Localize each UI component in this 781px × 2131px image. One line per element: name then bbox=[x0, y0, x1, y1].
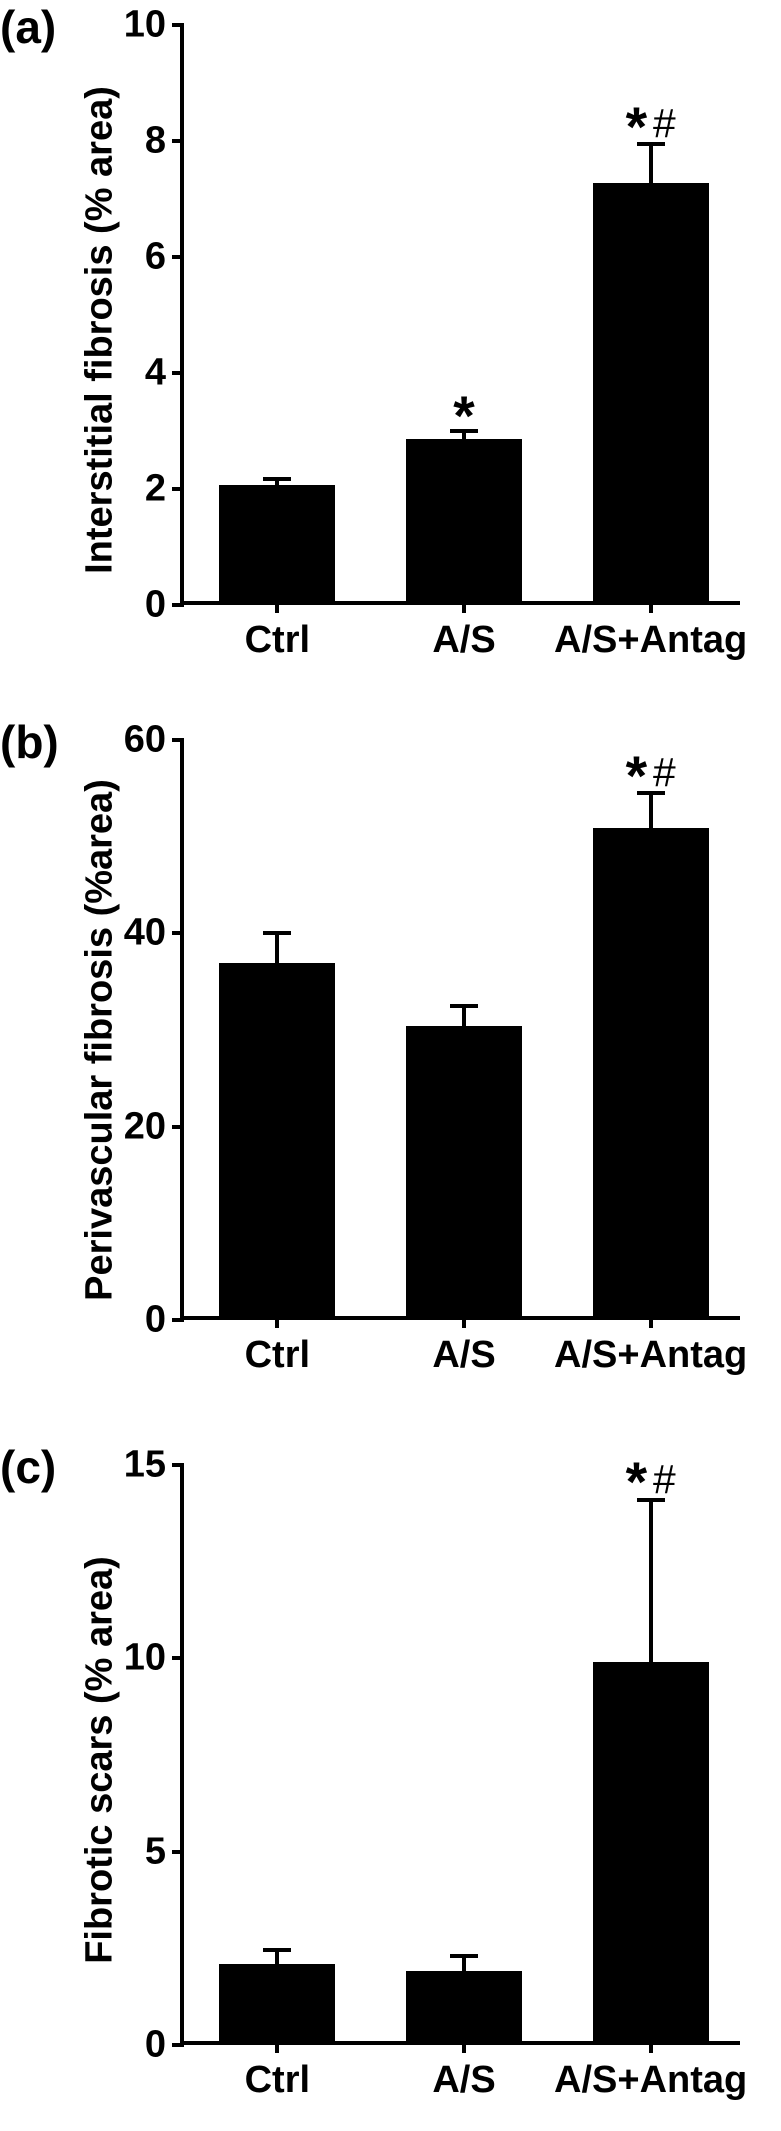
ytick bbox=[172, 2043, 184, 2047]
error-bar bbox=[649, 1500, 653, 1666]
hash-marker: # bbox=[653, 749, 676, 795]
error-cap bbox=[263, 931, 291, 935]
ytick bbox=[172, 931, 184, 935]
ytick bbox=[172, 487, 184, 491]
plot-region-a: 0246810CtrlA/SA/S+Antag**# bbox=[180, 25, 740, 605]
bar bbox=[219, 485, 335, 601]
ytick-label: 0 bbox=[145, 584, 166, 627]
xtick-label: Ctrl bbox=[245, 1334, 310, 1377]
xtick bbox=[462, 601, 466, 613]
ytick-label: 2 bbox=[145, 468, 166, 511]
xtick bbox=[649, 2041, 653, 2053]
panel-label-b: (b) bbox=[0, 715, 59, 769]
y-axis-label-b: Perivascular fibrosis (%area) bbox=[79, 779, 122, 1301]
bar bbox=[219, 1964, 335, 2041]
asterisk-marker: * bbox=[453, 385, 474, 447]
bar bbox=[593, 183, 709, 601]
ytick-label: 6 bbox=[145, 236, 166, 279]
ytick-label: 5 bbox=[145, 1830, 166, 1873]
xtick-label: A/S bbox=[432, 2059, 495, 2102]
significance-marker: *# bbox=[626, 735, 676, 799]
ytick bbox=[172, 738, 184, 742]
ytick-label: 10 bbox=[124, 4, 166, 47]
y-axis-label-a: Interstitial fibrosis (% area) bbox=[79, 86, 122, 574]
xtick bbox=[275, 1316, 279, 1328]
asterisk-marker: * bbox=[626, 1451, 647, 1513]
y-axis-label-c: Fibrotic scars (% area) bbox=[79, 1556, 122, 1964]
ytick-label: 0 bbox=[145, 1299, 166, 1342]
error-bar bbox=[649, 144, 653, 188]
panel-label-a: (a) bbox=[0, 0, 56, 54]
plot-region-c: 051015CtrlA/SA/S+Antag*# bbox=[180, 1465, 740, 2045]
bar bbox=[593, 828, 709, 1316]
hash-marker: # bbox=[653, 100, 676, 146]
xtick bbox=[649, 1316, 653, 1328]
xtick-label: A/S+Antag bbox=[554, 2059, 747, 2102]
xtick bbox=[275, 601, 279, 613]
xtick-label: Ctrl bbox=[245, 619, 310, 662]
ytick bbox=[172, 1850, 184, 1854]
xtick-label: A/S bbox=[432, 1334, 495, 1377]
ytick bbox=[172, 603, 184, 607]
significance-marker: *# bbox=[626, 1442, 676, 1506]
ytick-label: 20 bbox=[124, 1105, 166, 1148]
error-bar bbox=[462, 1006, 466, 1030]
ytick bbox=[172, 1656, 184, 1660]
ytick-label: 60 bbox=[124, 719, 166, 762]
xtick bbox=[649, 601, 653, 613]
error-cap bbox=[263, 1948, 291, 1952]
bar bbox=[593, 1662, 709, 2041]
ytick bbox=[172, 1463, 184, 1467]
ytick bbox=[172, 371, 184, 375]
hash-marker: # bbox=[653, 1456, 676, 1502]
error-cap bbox=[450, 1004, 478, 1008]
ytick bbox=[172, 1318, 184, 1322]
error-bar bbox=[462, 1956, 466, 1975]
bar bbox=[219, 963, 335, 1316]
plot-region-b: 0204060CtrlA/SA/S+Antag*# bbox=[180, 740, 740, 1320]
xtick-label: A/S+Antag bbox=[554, 619, 747, 662]
error-bar bbox=[275, 1950, 279, 1967]
figure-container: (a)Interstitial fibrosis (% area)0246810… bbox=[0, 0, 781, 2131]
ytick-label: 40 bbox=[124, 912, 166, 955]
xtick-label: A/S bbox=[432, 619, 495, 662]
error-cap bbox=[450, 1954, 478, 1958]
panel-label-c: (c) bbox=[0, 1440, 56, 1494]
bar bbox=[406, 1026, 522, 1316]
error-bar bbox=[275, 933, 279, 967]
bar bbox=[406, 1971, 522, 2041]
ytick bbox=[172, 1125, 184, 1129]
xtick-label: Ctrl bbox=[245, 2059, 310, 2102]
xtick bbox=[275, 2041, 279, 2053]
ytick bbox=[172, 139, 184, 143]
ytick bbox=[172, 255, 184, 259]
ytick-label: 8 bbox=[145, 120, 166, 163]
significance-marker: * bbox=[453, 375, 474, 439]
significance-marker: *# bbox=[626, 86, 676, 150]
ytick bbox=[172, 23, 184, 27]
xtick bbox=[462, 2041, 466, 2053]
xtick-label: A/S+Antag bbox=[554, 1334, 747, 1377]
asterisk-marker: * bbox=[626, 96, 647, 158]
bar bbox=[406, 439, 522, 601]
ytick-label: 0 bbox=[145, 2024, 166, 2067]
asterisk-marker: * bbox=[626, 745, 647, 807]
xtick bbox=[462, 1316, 466, 1328]
ytick-label: 15 bbox=[124, 1444, 166, 1487]
error-cap bbox=[263, 477, 291, 481]
ytick-label: 10 bbox=[124, 1637, 166, 1680]
ytick-label: 4 bbox=[145, 352, 166, 395]
